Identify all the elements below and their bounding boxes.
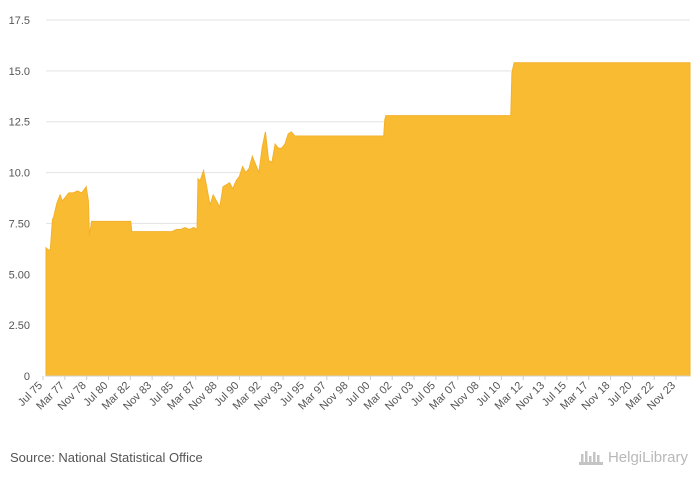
y-tick-label: 10.0 [9,168,30,180]
y-tick-label: 12.5 [9,117,30,129]
library-logo-icon [578,451,603,465]
y-tick-label: 7.50 [9,218,30,230]
y-tick-label: 2.50 [9,320,30,332]
y-axis-ticks: 0 2.50 5.00 7.50 10.0 12.5 15.0 17.5 [9,15,30,383]
source-note: Source: National Statistical Office [10,450,203,465]
brand-logo[interactable]: HelgiLibrary [578,448,688,466]
y-tick-label: 0 [24,371,30,383]
y-tick-label: 15.0 [9,66,30,78]
brand-name: HelgiLibrary [607,448,688,466]
y-tick-label: 17.5 [9,15,30,27]
y-tick-label: 5.00 [9,269,30,281]
area-series [45,62,691,377]
area-chart: 0 2.50 5.00 7.50 10.0 12.5 15.0 17.5 Jul 75Mar … [9,15,691,413]
